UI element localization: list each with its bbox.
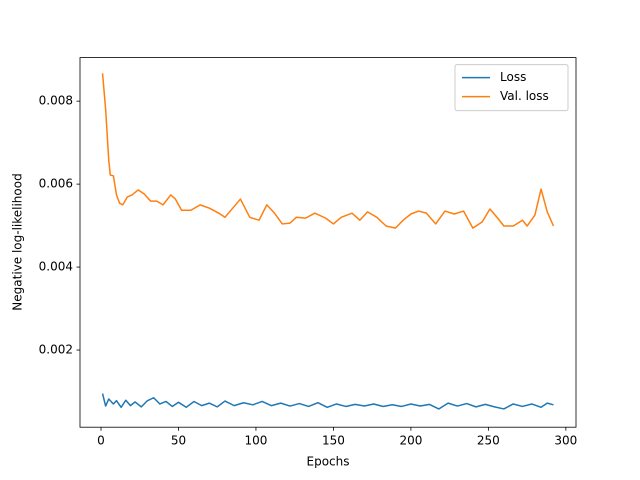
line	[101, 393, 554, 410]
y-tick-label: 0.004	[39, 260, 73, 274]
x-tick-label: 50	[171, 434, 186, 448]
x-tick-label: 250	[477, 434, 500, 448]
y-tick-label: 0.006	[39, 177, 73, 191]
y-axis-label: Negative log-likelihood	[11, 173, 25, 310]
legend-label: Val. loss	[500, 89, 549, 103]
plot-frame	[79, 57, 577, 428]
x-tick-label: 200	[399, 434, 422, 448]
legend-label: Loss	[500, 70, 526, 84]
y-tick-label: 0.002	[39, 343, 73, 357]
x-tick-label: 150	[322, 434, 345, 448]
x-tick-label: 300	[554, 434, 577, 448]
x-tick-label: 100	[244, 434, 267, 448]
x-axis-label: Epochs	[307, 455, 350, 469]
x-tick-label: 0	[97, 434, 105, 448]
line	[101, 73, 555, 229]
legend-box	[454, 64, 569, 112]
y-tick-label: 0.008	[39, 94, 73, 108]
